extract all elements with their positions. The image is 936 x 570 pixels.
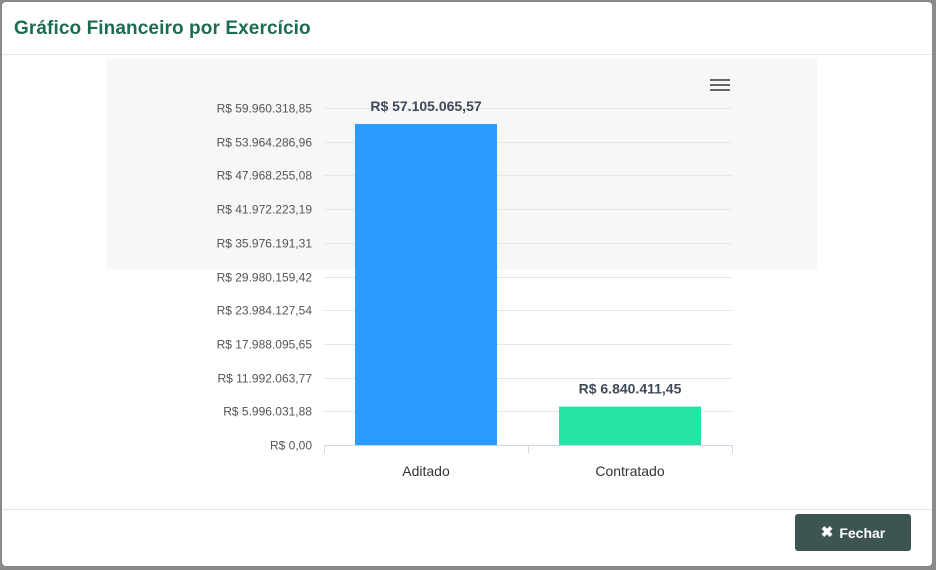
- chart-menu-button[interactable]: [708, 77, 732, 97]
- bar-contratado[interactable]: [559, 406, 701, 445]
- y-tick-label: R$ 5.996.031,88: [223, 405, 312, 419]
- times-icon: ✖: [820, 524, 834, 541]
- data-label: R$ 57.105.065,57: [370, 98, 482, 114]
- y-tick-label: R$ 41.972.223,19: [217, 203, 313, 217]
- y-tick-label: R$ 17.988.095,65: [217, 338, 313, 352]
- y-tick-label: R$ 35.976.191,31: [217, 237, 313, 251]
- y-tick-label: R$ 23.984.127,54: [217, 304, 313, 318]
- x-tick-label: Contratado: [595, 463, 664, 479]
- y-axis-labels: R$ 0,00 R$ 5.996.031,88 R$ 11.992.063,77 R$…: [217, 102, 313, 453]
- close-button-label: Fechar: [839, 524, 886, 541]
- modal-footer: [2, 509, 932, 566]
- y-tick-label: R$ 53.964.286,96: [217, 136, 313, 150]
- data-labels: R$ 57.105.065,57 R$ 6.840.411,45: [370, 98, 681, 397]
- data-label: R$ 6.840.411,45: [579, 381, 682, 397]
- bars: [355, 124, 701, 446]
- modal-title: Gráfico Financeiro por Exercício: [14, 18, 311, 39]
- hamburger-icon: [710, 79, 730, 81]
- modal-header: Gráfico Financeiro por Exercício: [2, 2, 932, 55]
- y-tick-label: R$ 47.968.255,08: [217, 169, 313, 183]
- bar-chart: R$ 0,00 R$ 5.996.031,88 R$ 11.992.063,77 R$…: [217, 98, 733, 479]
- y-tick-label: R$ 11.992.063,77: [217, 372, 312, 386]
- bar-aditado[interactable]: [355, 124, 497, 446]
- x-tick-label: Aditado: [402, 463, 450, 479]
- x-axis: Aditado Contratado: [324, 445, 733, 479]
- y-tick-label: R$ 59.960.318,85: [217, 102, 313, 116]
- y-tick-label: R$ 0,00: [270, 439, 312, 453]
- y-tick-label: R$ 29.980.159,42: [217, 271, 313, 285]
- close-button[interactable]: ✖ Fechar: [795, 514, 911, 551]
